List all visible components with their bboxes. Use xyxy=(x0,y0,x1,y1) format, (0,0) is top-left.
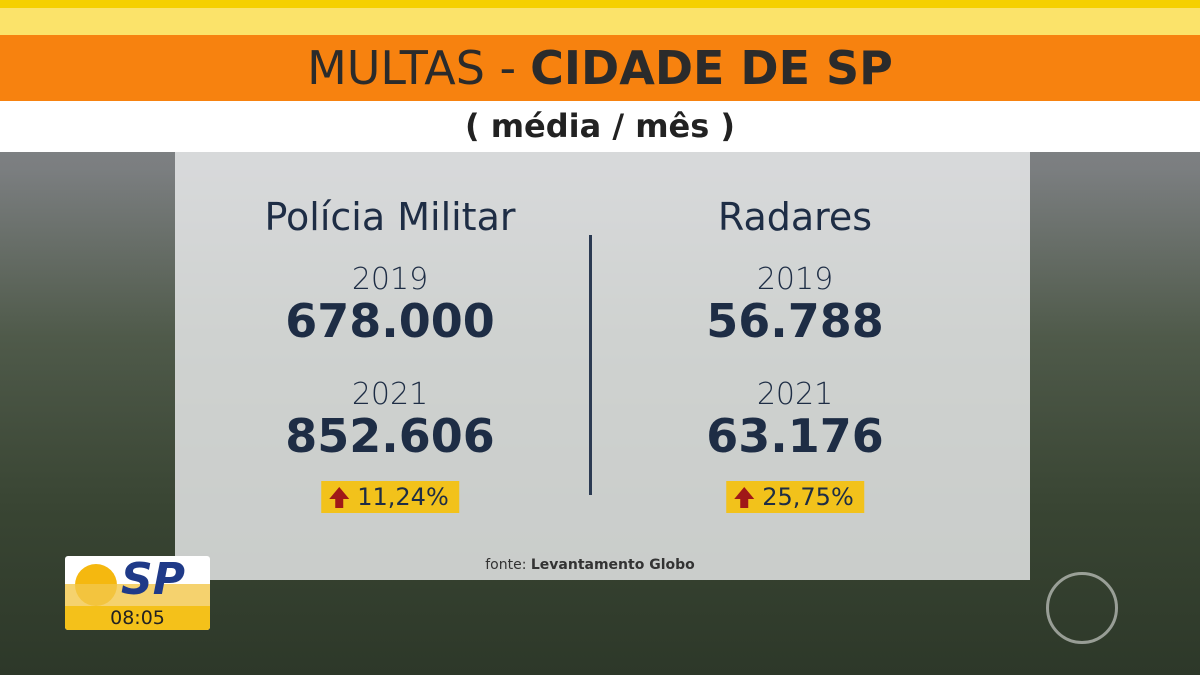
panel: fonte: Levantamento Globo xyxy=(175,152,1030,580)
divider xyxy=(589,235,592,495)
yellow-band xyxy=(0,8,1200,35)
up-arrow xyxy=(734,487,755,508)
source-name: Levantamento Globo xyxy=(530,557,695,573)
change: 25,75% xyxy=(762,483,854,511)
logo-text: SP xyxy=(121,556,185,605)
value: 852.606 xyxy=(285,409,495,463)
year: 2019 xyxy=(756,262,834,297)
year: 2021 xyxy=(756,377,834,412)
title-banner: MULTAS - CIDADE DE SP xyxy=(0,35,1200,101)
title-regular: MULTAS - xyxy=(307,41,517,95)
year: 2021 xyxy=(351,377,429,412)
logo: SP 08:05 xyxy=(65,556,210,630)
top-stripe xyxy=(0,0,1200,8)
year: 2019 xyxy=(351,262,429,297)
change-badge: 11,24% xyxy=(321,481,459,513)
panel-title: Polícia Militar xyxy=(264,195,516,239)
source: fonte: Levantamento Globo xyxy=(175,557,1005,573)
panel-title: Radares xyxy=(717,195,873,239)
watermark xyxy=(1046,572,1118,644)
title-bold: CIDADE DE SP xyxy=(530,41,893,95)
value: 56.788 xyxy=(706,294,884,348)
source-label: fonte: xyxy=(485,557,527,573)
value: 63.176 xyxy=(706,409,884,463)
change: 11,24% xyxy=(357,483,449,511)
change-badge: 25,75% xyxy=(726,481,864,513)
value: 678.000 xyxy=(285,294,495,348)
logo-band xyxy=(65,584,210,606)
logo-time: 08:05 xyxy=(65,606,210,630)
up-arrow xyxy=(329,487,350,508)
subtitle: ( média / mês ) xyxy=(0,101,1200,152)
